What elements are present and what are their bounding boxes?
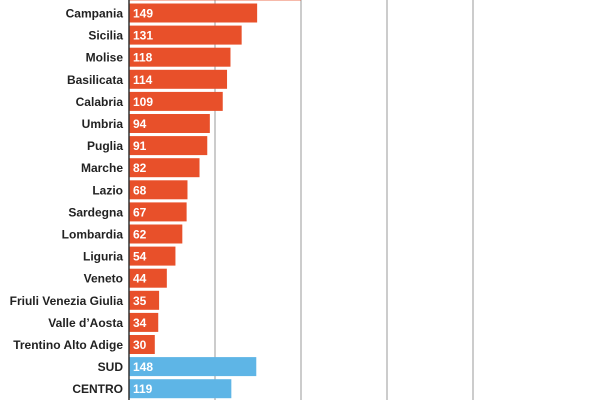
value-label-valle-d-aosta: 34 bbox=[133, 316, 147, 330]
category-label-lombardia: Lombardia bbox=[62, 228, 124, 242]
bar-liguria bbox=[129, 246, 176, 266]
bar-basilicata bbox=[129, 69, 228, 89]
category-label-centro: CENTRO bbox=[72, 382, 123, 396]
value-label-campania: 149 bbox=[133, 7, 153, 21]
category-label-sud: SUD bbox=[98, 360, 124, 374]
category-label-trentino-alto-adige: Trentino Alto Adige bbox=[13, 338, 123, 352]
category-label-basilicata: Basilicata bbox=[67, 73, 123, 87]
bar-puglia bbox=[129, 136, 208, 156]
value-label-sud: 148 bbox=[133, 360, 153, 374]
category-label-lazio: Lazio bbox=[92, 183, 123, 197]
value-label-basilicata: 114 bbox=[133, 73, 153, 87]
value-label-veneto: 44 bbox=[133, 272, 147, 286]
category-label-puglia: Puglia bbox=[87, 139, 123, 153]
bar-lazio bbox=[129, 180, 188, 200]
value-label-marche: 82 bbox=[133, 161, 147, 175]
bar-sardegna bbox=[129, 202, 187, 222]
value-label-lazio: 68 bbox=[133, 183, 147, 197]
bar-trentino-alto-adige bbox=[129, 335, 155, 354]
value-label-sicilia: 131 bbox=[133, 29, 153, 43]
category-label-friuli-venezia-giulia: Friuli Venezia Giulia bbox=[10, 294, 124, 308]
category-label-liguria: Liguria bbox=[83, 250, 123, 264]
category-label-marche: Marche bbox=[81, 161, 123, 175]
bar-friuli-venezia-giulia bbox=[129, 290, 160, 310]
category-label-veneto: Veneto bbox=[84, 272, 123, 286]
bar-calabria bbox=[129, 91, 223, 111]
category-label-campania: Campania bbox=[66, 7, 124, 21]
value-label-trentino-alto-adige: 30 bbox=[133, 338, 147, 352]
category-labels: Campania Sicilia Molise Basilicata Calabria U… bbox=[10, 7, 124, 397]
value-label-calabria: 109 bbox=[133, 95, 153, 109]
bar-umbria bbox=[129, 114, 210, 133]
bar-molise bbox=[129, 47, 231, 67]
bar-campania bbox=[129, 3, 258, 23]
gridlines bbox=[214, 0, 474, 400]
bar-sud bbox=[129, 357, 257, 377]
bar-sicilia bbox=[129, 25, 242, 45]
value-label-puglia: 91 bbox=[133, 139, 147, 153]
category-label-calabria: Calabria bbox=[76, 95, 124, 109]
bar-centro bbox=[129, 379, 232, 399]
category-label-umbria: Umbria bbox=[82, 117, 124, 131]
category-label-valle-d-aosta: Valle d’Aosta bbox=[48, 316, 123, 330]
category-label-molise: Molise bbox=[86, 51, 124, 65]
bar-lombardia bbox=[129, 224, 183, 244]
value-label-umbria: 94 bbox=[133, 117, 147, 131]
bars: 149 131 118 114 109 94 91 82 68 67 62 54 44 35 34 30 148… bbox=[129, 0, 301, 399]
value-label-centro: 119 bbox=[133, 382, 153, 396]
bar-veneto bbox=[129, 268, 167, 288]
category-label-sicilia: Sicilia bbox=[88, 29, 123, 43]
bar-valle-d-aosta bbox=[129, 312, 159, 332]
category-label-sardegna: Sardegna bbox=[68, 205, 123, 219]
value-label-lombardia: 62 bbox=[133, 228, 147, 242]
bar-marche bbox=[129, 158, 200, 178]
value-label-molise: 118 bbox=[133, 51, 153, 65]
value-label-sardegna: 67 bbox=[133, 205, 147, 219]
value-label-liguria: 54 bbox=[133, 250, 147, 264]
value-label-friuli-venezia-giulia: 35 bbox=[133, 294, 147, 308]
